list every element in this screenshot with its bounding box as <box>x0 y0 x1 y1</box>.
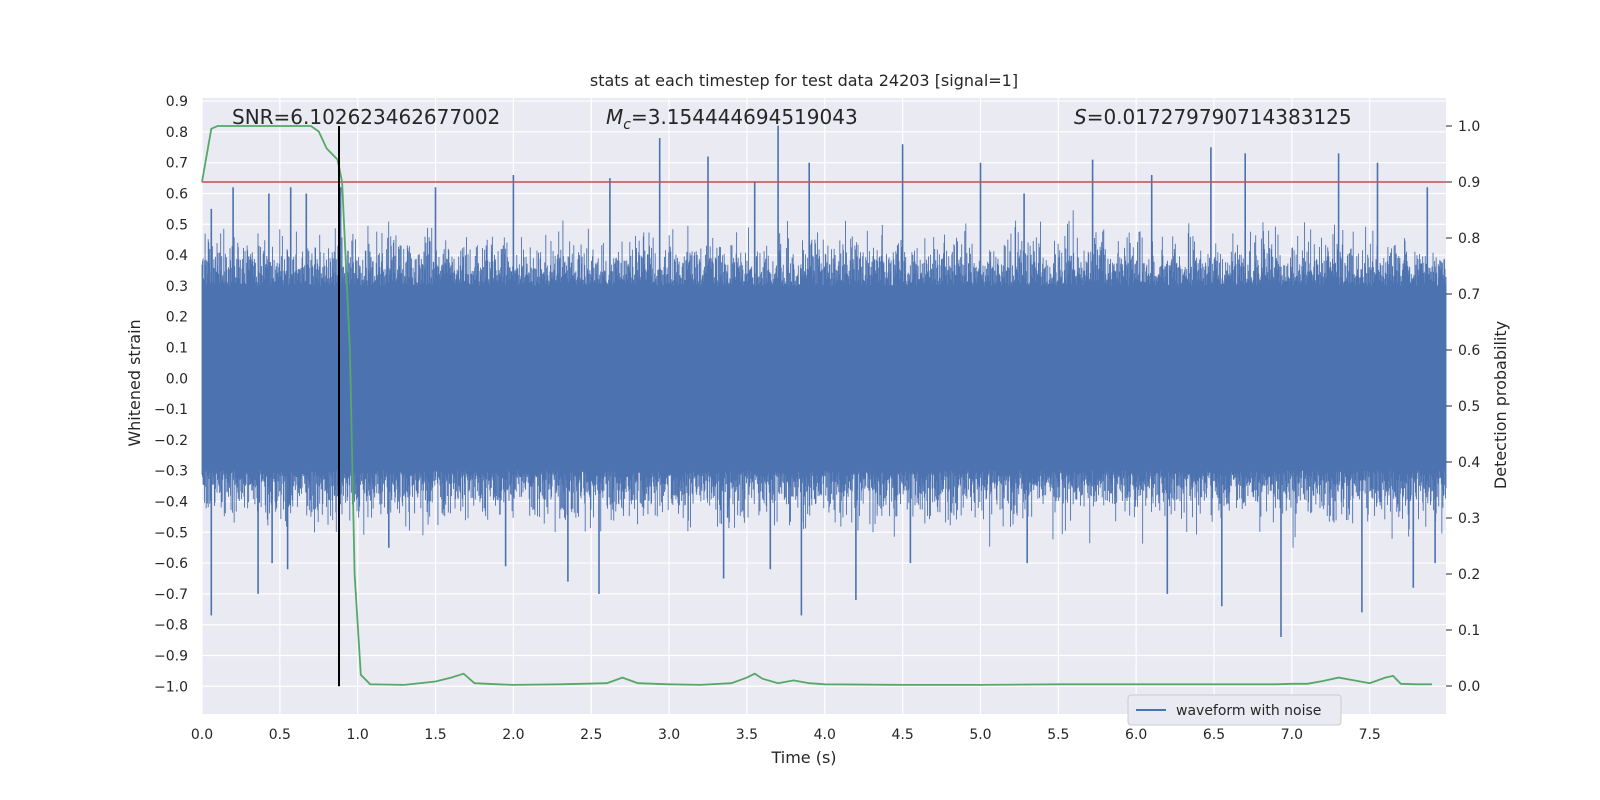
y-tick-label: −0.6 <box>154 556 188 572</box>
y2-tick-label: 0.8 <box>1458 231 1480 247</box>
y-tick-label: −0.4 <box>154 494 188 510</box>
x-tick-label: 1.0 <box>347 727 369 743</box>
x-tick-label: 4.5 <box>891 727 913 743</box>
y2-tick-label: 0.0 <box>1458 679 1480 695</box>
y-tick-label: −0.3 <box>154 464 188 480</box>
y2-tick-label: 0.6 <box>1458 343 1480 359</box>
y2-axis-ticks: 1.0 0.9 0.8 0.7 0.6 0.5 0.4 0.3 0.2 0.1 0.0 <box>1446 119 1480 695</box>
y2-tick-label: 0.3 <box>1458 511 1480 527</box>
y-tick-label: −0.7 <box>154 587 188 603</box>
y-tick-label: 0.2 <box>166 310 188 326</box>
y2-tick-label: 0.1 <box>1458 623 1480 639</box>
x-tick-label: 4.0 <box>814 727 836 743</box>
x-axis-label: Time (s) <box>770 748 836 767</box>
y-tick-label: 0.9 <box>166 94 188 110</box>
y2-tick-label: 0.4 <box>1458 455 1480 471</box>
y-tick-label: 0.7 <box>166 156 188 172</box>
y2-axis-label: Detection probability <box>1491 321 1510 489</box>
y-tick-label: 0.0 <box>166 371 188 387</box>
y-tick-label: −0.9 <box>154 648 188 664</box>
y2-tick-label: 0.2 <box>1458 567 1480 583</box>
mc-value: =3.154444694519043 <box>631 105 858 129</box>
x-tick-label: 1.5 <box>424 727 446 743</box>
y-tick-label: 0.1 <box>166 340 188 356</box>
x-tick-label: 5.5 <box>1047 727 1069 743</box>
y-tick-label: −0.5 <box>154 525 188 541</box>
x-tick-label: 6.5 <box>1203 727 1225 743</box>
legend: waveform with noise <box>1127 694 1342 726</box>
detection-probability-line <box>201 125 1432 686</box>
s-symbol: S <box>1074 105 1087 129</box>
y2-tick-label: 0.7 <box>1458 287 1480 303</box>
x-tick-label: 6.0 <box>1125 727 1147 743</box>
y-axis-label: Whitened strain <box>125 319 144 446</box>
x-tick-label: 2.0 <box>502 727 524 743</box>
snr-annotation: SNR=6.102623462677002 <box>232 105 500 129</box>
x-axis-ticks: 0.0 0.5 1.0 1.5 2.0 2.5 3.0 3.5 4.0 4.5 5.0 5.5 6.0 6… <box>191 727 1381 743</box>
x-tick-label: 7.5 <box>1359 727 1381 743</box>
y-tick-label: 0.8 <box>166 125 188 141</box>
legend-label: waveform with noise <box>1176 703 1321 719</box>
x-tick-label: 7.0 <box>1281 727 1303 743</box>
y-tick-label: −0.2 <box>154 433 188 449</box>
y2-tick-label: 1.0 <box>1458 119 1480 135</box>
y-tick-label: 0.4 <box>166 248 188 264</box>
y-tick-label: −0.8 <box>154 618 188 634</box>
s-value: =0.017279790714383125 <box>1087 105 1352 129</box>
y2-tick-label: 0.5 <box>1458 399 1480 415</box>
y-tick-label: −0.1 <box>154 402 188 418</box>
y-tick-label: 0.5 <box>166 217 188 233</box>
y-axis-ticks: 0.9 0.8 0.7 0.6 0.5 0.4 0.3 0.2 0.1 0.0 −0.1 −0.2 −0… <box>154 94 188 695</box>
waveform-peak-spikes <box>210 125 1436 637</box>
y-tick-label: 0.3 <box>166 279 188 295</box>
mc-symbol: M <box>606 105 623 129</box>
y2-tick-label: 0.9 <box>1458 175 1480 191</box>
x-tick-label: 0.5 <box>269 727 291 743</box>
x-tick-label: 0.0 <box>191 727 213 743</box>
x-tick-label: 3.0 <box>658 727 680 743</box>
x-tick-label: 2.5 <box>580 727 602 743</box>
legend-box <box>1127 694 1342 726</box>
y-tick-label: 0.6 <box>166 186 188 202</box>
chirp-mass-annotation: Mc=3.154444694519043 <box>606 105 858 133</box>
s-annotation: S=0.017279790714383125 <box>1074 105 1352 129</box>
chart-title: stats at each timestep for test data 242… <box>590 71 1018 90</box>
x-tick-label: 5.0 <box>969 727 991 743</box>
waveform-series <box>201 125 1447 637</box>
x-tick-label: 3.5 <box>736 727 758 743</box>
y-tick-label: −1.0 <box>154 679 188 695</box>
mc-subscript: c <box>623 117 631 133</box>
